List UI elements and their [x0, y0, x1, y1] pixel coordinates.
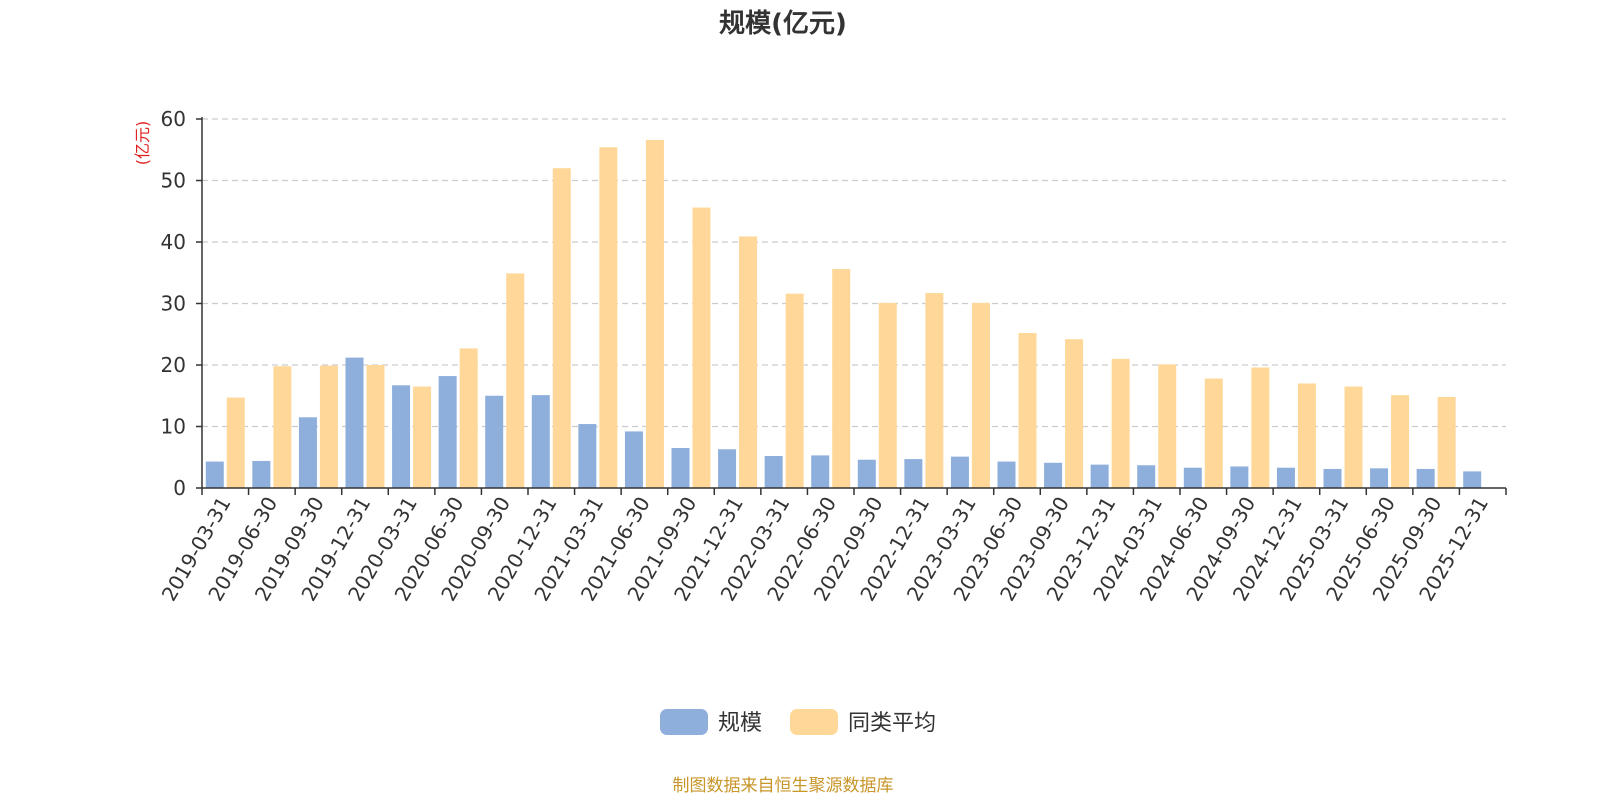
chart-title: 规模(亿元)	[719, 9, 847, 39]
source-note: 制图数据来自恒生聚源数据库	[673, 776, 894, 796]
bar-peer-average[interactable]	[785, 293, 804, 488]
bar-peer-average[interactable]	[1204, 378, 1223, 488]
bar-scale[interactable]	[531, 395, 550, 488]
bar-scale[interactable]	[997, 461, 1016, 488]
bar-peer-average[interactable]	[925, 293, 944, 488]
bar-scale[interactable]	[904, 459, 923, 488]
y-tick-label: 0	[173, 476, 186, 500]
bar-peer-average[interactable]	[319, 365, 338, 488]
bar-peer-average[interactable]	[1297, 383, 1316, 488]
bar-peer-average[interactable]	[506, 273, 525, 488]
bar-scale[interactable]	[857, 459, 876, 488]
legend-label[interactable]: 规模	[718, 711, 762, 736]
bar-peer-average[interactable]	[413, 386, 432, 488]
y-tick-label: 60	[161, 107, 186, 131]
y-tick-label: 50	[161, 169, 186, 193]
bar-peer-average[interactable]	[599, 147, 618, 489]
legend-swatch[interactable]	[790, 709, 838, 735]
bar-scale[interactable]	[1137, 465, 1156, 488]
bar-scale[interactable]	[1416, 468, 1435, 488]
legend-label[interactable]: 同类平均	[848, 711, 936, 736]
bar-scale[interactable]	[205, 461, 224, 488]
bar-scale[interactable]	[1044, 462, 1063, 488]
bar-scale[interactable]	[671, 448, 690, 488]
bar-peer-average[interactable]	[832, 269, 851, 488]
grid-lines	[202, 118, 1506, 428]
bar-peer-average[interactable]	[459, 348, 478, 488]
bar-scale[interactable]	[438, 376, 457, 488]
bar-peer-average[interactable]	[226, 397, 245, 488]
bar-peer-average[interactable]	[692, 207, 711, 488]
legend-swatch[interactable]	[660, 709, 708, 735]
bar-scale[interactable]	[1276, 467, 1295, 488]
y-tick-label: 20	[161, 353, 186, 377]
bar-peer-average[interactable]	[1111, 358, 1130, 488]
legend[interactable]: 规模 同类平均	[660, 709, 936, 736]
bar-scale[interactable]	[624, 431, 643, 488]
bars	[205, 139, 1482, 489]
bar-scale[interactable]	[718, 449, 737, 488]
bar-scale[interactable]	[1463, 471, 1482, 488]
bar-peer-average[interactable]	[739, 236, 758, 488]
bar-peer-average[interactable]	[1344, 386, 1363, 488]
bar-scale[interactable]	[298, 417, 317, 488]
bar-scale[interactable]	[345, 357, 364, 488]
bar-peer-average[interactable]	[1065, 339, 1084, 488]
y-tick-label: 10	[161, 415, 186, 439]
bar-peer-average[interactable]	[1251, 367, 1270, 488]
bar-peer-average[interactable]	[1018, 333, 1037, 488]
bar-peer-average[interactable]	[1437, 396, 1456, 488]
bar-peer-average[interactable]	[971, 302, 990, 488]
bar-scale[interactable]	[1090, 464, 1109, 488]
bar-scale[interactable]	[811, 455, 830, 488]
axes: 01020304050602019-03-312019-06-302019-09…	[157, 107, 1507, 605]
bar-scale[interactable]	[485, 395, 504, 488]
bar-scale[interactable]	[1230, 466, 1249, 488]
bar-peer-average[interactable]	[552, 168, 571, 488]
y-tick-label: 30	[161, 292, 186, 316]
bar-scale[interactable]	[252, 460, 271, 488]
bar-scale[interactable]	[1323, 468, 1342, 488]
bar-peer-average[interactable]	[366, 365, 385, 488]
bar-scale[interactable]	[1370, 468, 1389, 488]
bar-peer-average[interactable]	[645, 139, 664, 488]
y-axis-unit-label: (亿元)	[133, 121, 152, 166]
bar-peer-average[interactable]	[1391, 395, 1410, 488]
bar-scale[interactable]	[950, 456, 969, 488]
bar-peer-average[interactable]	[878, 302, 897, 488]
bar-scale[interactable]	[578, 424, 597, 488]
bar-scale[interactable]	[392, 385, 411, 488]
bar-scale[interactable]	[1183, 467, 1202, 488]
bar-scale[interactable]	[764, 456, 783, 488]
y-tick-label: 40	[161, 230, 186, 254]
bar-peer-average[interactable]	[273, 366, 292, 488]
bar-peer-average[interactable]	[1158, 364, 1177, 488]
